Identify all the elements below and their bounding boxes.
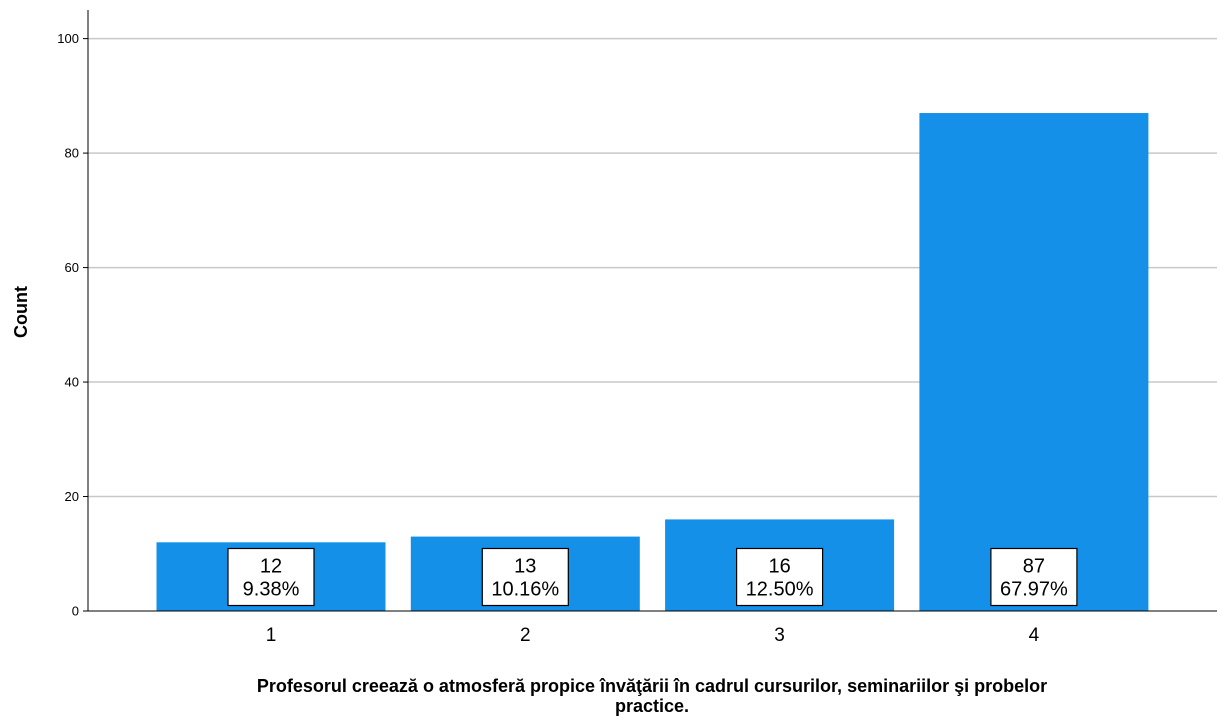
y-tick-label-80: 80 xyxy=(65,146,79,161)
x-axis-categories: 1 2 3 4 xyxy=(266,625,1040,646)
data-label-box-4 xyxy=(990,547,1078,607)
x-category-label-4: 4 xyxy=(1029,625,1040,646)
axes xyxy=(87,10,1217,612)
data-label-box-1 xyxy=(227,547,315,607)
y-axis-title: Count xyxy=(11,286,31,338)
data-label-count-3: 16 xyxy=(768,556,790,578)
x-category-label-3: 3 xyxy=(774,625,785,646)
data-label-count-1: 12 xyxy=(260,556,282,578)
data-label-percent-2: 10.16% xyxy=(491,579,559,601)
data-label-percent-4: 67.97% xyxy=(1000,579,1068,601)
data-label-box-3 xyxy=(735,547,824,607)
y-tick-label-60: 60 xyxy=(65,260,79,275)
y-tick-label-40: 40 xyxy=(65,375,79,390)
data-label-percent-3: 12.50% xyxy=(746,579,814,601)
y-tick-label-20: 20 xyxy=(65,489,79,504)
x-axis-title-line-1: Profesorul creează o atmosferă propice î… xyxy=(257,676,1047,696)
x-category-label-1: 1 xyxy=(266,625,277,646)
y-tick-label-0: 0 xyxy=(72,604,79,619)
bars xyxy=(156,113,1149,612)
data-label-percent-1: 9.38% xyxy=(243,579,300,601)
data-label-count-2: 13 xyxy=(514,556,536,578)
x-category-label-2: 2 xyxy=(520,625,531,646)
data-label-box-2 xyxy=(481,547,569,607)
y-tick-label-100: 100 xyxy=(57,31,79,46)
y-axis-ticks: 0 20 40 60 80 100 xyxy=(57,31,88,619)
data-label-count-4: 87 xyxy=(1023,556,1045,578)
x-axis-title-line-2: practice. xyxy=(615,696,689,716)
bar-4 xyxy=(919,113,1149,612)
